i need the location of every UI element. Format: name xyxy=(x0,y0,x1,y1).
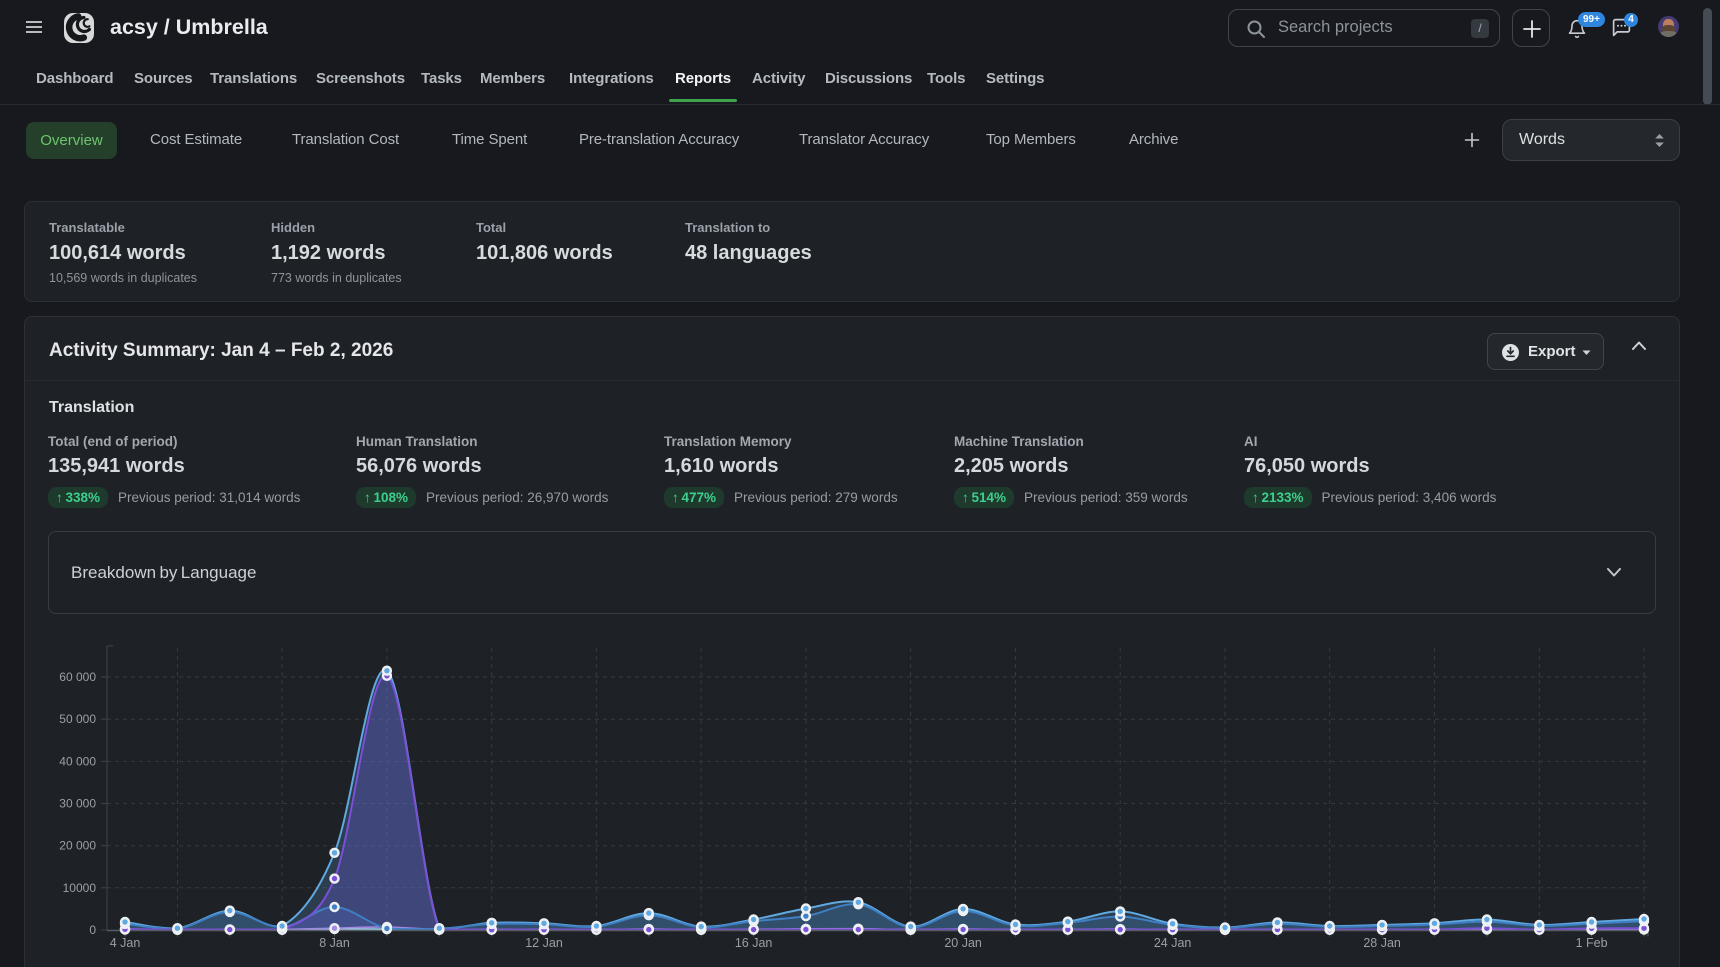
svg-text:20 Jan: 20 Jan xyxy=(944,936,982,950)
svg-text:50 000: 50 000 xyxy=(59,712,96,726)
svg-text:4 Jan: 4 Jan xyxy=(110,936,141,950)
svg-text:1 Feb: 1 Feb xyxy=(1576,936,1608,950)
svg-text:24 Jan: 24 Jan xyxy=(1154,936,1192,950)
svg-text:40 000: 40 000 xyxy=(59,754,96,768)
svg-text:16 Jan: 16 Jan xyxy=(735,936,773,950)
svg-text:10000: 10000 xyxy=(63,881,97,895)
svg-text:30 000: 30 000 xyxy=(59,797,96,811)
svg-text:8 Jan: 8 Jan xyxy=(319,936,350,950)
svg-text:0: 0 xyxy=(89,923,96,937)
svg-text:28 Jan: 28 Jan xyxy=(1363,936,1401,950)
svg-text:20 000: 20 000 xyxy=(59,839,96,853)
svg-text:60 000: 60 000 xyxy=(59,670,96,684)
svg-text:12 Jan: 12 Jan xyxy=(525,936,563,950)
